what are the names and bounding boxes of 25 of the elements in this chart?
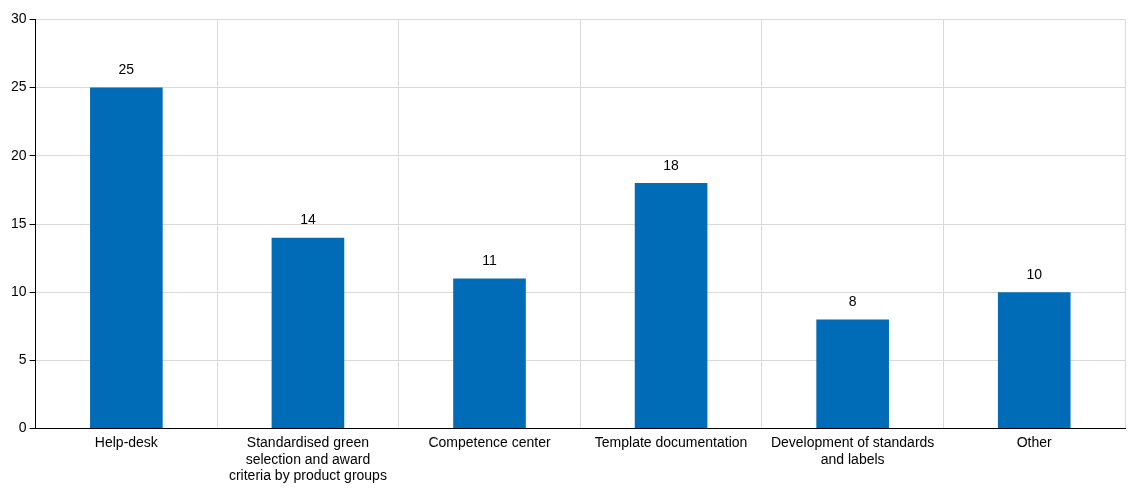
y-tick-label: 10 bbox=[10, 283, 27, 300]
y-tick-label: 20 bbox=[10, 146, 27, 163]
bar bbox=[271, 237, 345, 429]
bar bbox=[634, 183, 708, 429]
data-label: 10 bbox=[1026, 266, 1043, 283]
x-tick-label: Template documentation bbox=[594, 433, 748, 450]
x-tick-label: Competence center bbox=[428, 433, 551, 450]
data-label: 25 bbox=[118, 61, 135, 78]
y-tick-label: 5 bbox=[18, 351, 27, 368]
y-tick-label: 30 bbox=[10, 10, 27, 27]
bar bbox=[816, 319, 889, 429]
data-label: 18 bbox=[663, 156, 680, 173]
bar bbox=[90, 87, 163, 429]
y-tick-label: 15 bbox=[10, 214, 27, 231]
data-label: 14 bbox=[300, 211, 316, 228]
x-tick-label: Development of standards and labels bbox=[770, 433, 935, 467]
data-label: 8 bbox=[848, 293, 857, 310]
data-label: 11 bbox=[482, 252, 497, 269]
bar bbox=[997, 292, 1071, 429]
y-tick-label: 0 bbox=[18, 419, 27, 436]
x-tick-label: Other bbox=[1016, 433, 1053, 450]
x-tick-label: Standardised green selection and award criteria by product groups bbox=[228, 433, 387, 484]
bar bbox=[453, 278, 526, 429]
y-tick-label: 25 bbox=[10, 78, 27, 95]
x-tick-label: Help-desk bbox=[94, 433, 159, 450]
